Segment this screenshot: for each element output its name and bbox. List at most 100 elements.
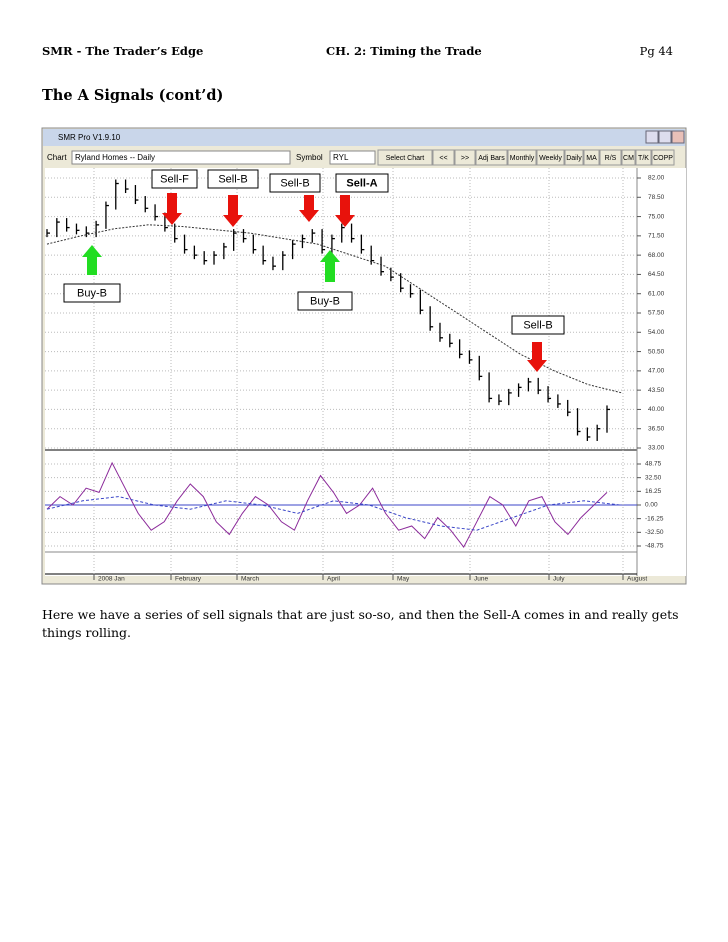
oscillator-line [46, 461, 608, 549]
signal-label: Sell-B [523, 319, 552, 331]
price-bar [527, 377, 532, 392]
y-tick-label: 16.25 [645, 488, 662, 495]
price-bar [596, 424, 601, 441]
toolbar-button[interactable] [564, 149, 584, 166]
toolbar-button[interactable] [621, 149, 636, 166]
price-bar [360, 234, 365, 254]
toolbar-button[interactable] [475, 149, 508, 166]
signal-box [269, 173, 321, 193]
price-bar [380, 256, 385, 276]
price-bar [478, 355, 483, 381]
close-button[interactable] [671, 130, 685, 144]
toolbar-button[interactable] [536, 149, 565, 166]
caption: Here we have a series of sell signals th… [42, 607, 679, 640]
signal-box [297, 291, 353, 311]
y-tick-label: 68.00 [648, 252, 665, 259]
plot-area [45, 168, 686, 576]
symbol-label: Symbol [296, 153, 323, 162]
price-bar [85, 226, 90, 238]
y-tick-label: 50.50 [648, 348, 665, 355]
price-bar [341, 223, 345, 243]
signal-box [207, 169, 259, 189]
minimize-button[interactable] [645, 130, 659, 144]
toolbar-button[interactable] [507, 149, 537, 166]
month-label: March [241, 576, 259, 583]
signal-box [63, 283, 121, 303]
y-tick-label: 54.00 [648, 329, 665, 336]
y-tick-label: 0.00 [645, 502, 658, 509]
signal-arrow [82, 245, 102, 275]
month-label: June [474, 576, 488, 583]
month-label: 2008 Jan [98, 576, 125, 583]
toolbar-button-label: Weekly [539, 155, 562, 162]
price-bar [213, 251, 218, 265]
price-bar [75, 223, 80, 235]
toolbar-button-label: << [439, 155, 447, 162]
toolbar-button[interactable] [454, 149, 476, 166]
toolbar-button-label: R/S [605, 155, 617, 162]
y-tick-label: 82.00 [648, 175, 665, 182]
page-title: The A Signals (cont’d) [42, 87, 223, 104]
price-bar [203, 251, 208, 265]
signal-label: Buy-B [310, 295, 340, 307]
header-right: Pg 44 [640, 44, 673, 58]
y-tick-label: 61.00 [648, 290, 665, 297]
price-bar [56, 218, 60, 238]
y-tick-label: 40.00 [648, 406, 665, 413]
toolbar-button-label: Daily [566, 155, 582, 162]
symbol-field[interactable] [329, 150, 376, 165]
toolbar-button[interactable] [432, 149, 455, 166]
price-bar [144, 196, 149, 213]
price-bar [193, 245, 198, 260]
toolbar-button[interactable] [651, 149, 675, 166]
price-bar [586, 427, 591, 441]
signal-arrow [320, 250, 340, 282]
price-bar [272, 256, 276, 271]
window-titlebar [43, 129, 685, 146]
toolbar-button[interactable] [583, 149, 600, 166]
signal-label: Sell-B [218, 173, 247, 185]
price-bar [252, 234, 257, 254]
price-bar [233, 229, 237, 251]
y-tick-label: 71.50 [648, 233, 665, 240]
y-tick-label: -48.75 [645, 543, 664, 550]
toolbar-button[interactable] [377, 149, 433, 166]
signal-arrow [299, 195, 319, 222]
signal-box [151, 169, 198, 189]
chart-label: Chart [47, 153, 67, 162]
y-tick-label: 48.75 [645, 461, 662, 468]
maximize-button[interactable] [658, 130, 672, 144]
price-bar [508, 388, 512, 406]
toolbar-button[interactable] [635, 149, 652, 166]
y-tick-label: 36.50 [648, 425, 665, 432]
signal-box [335, 173, 389, 193]
y-tick-label: 57.50 [648, 310, 665, 317]
toolbar-button-label: Adj Bars [478, 155, 505, 162]
chart-field[interactable] [71, 150, 291, 165]
price-bar [400, 273, 404, 293]
price-bar [409, 284, 414, 298]
price-bar [311, 229, 316, 243]
y-tick-label: 33.00 [648, 445, 665, 452]
price-bar [65, 218, 70, 232]
window-title: SMR Pro V1.9.10 [58, 133, 121, 142]
header-left: SMR - The Trader’s Edge [42, 44, 203, 58]
price-bar [449, 333, 453, 348]
price-bar [458, 339, 463, 359]
toolbar-button-label: T/K [638, 155, 649, 162]
month-label: April [327, 576, 341, 583]
moving-average [46, 224, 623, 394]
price-bar [576, 408, 581, 436]
y-tick-label: 75.00 [648, 213, 665, 220]
price-bar [468, 350, 473, 364]
signal-arrow [527, 342, 547, 372]
price-bar [291, 240, 296, 260]
price-bar [537, 377, 542, 395]
price-bar [321, 229, 326, 254]
price-bar [154, 204, 159, 221]
toolbar-button-label: Monthly [510, 155, 535, 162]
price-bar [282, 251, 286, 271]
toolbar-button[interactable] [599, 149, 622, 166]
